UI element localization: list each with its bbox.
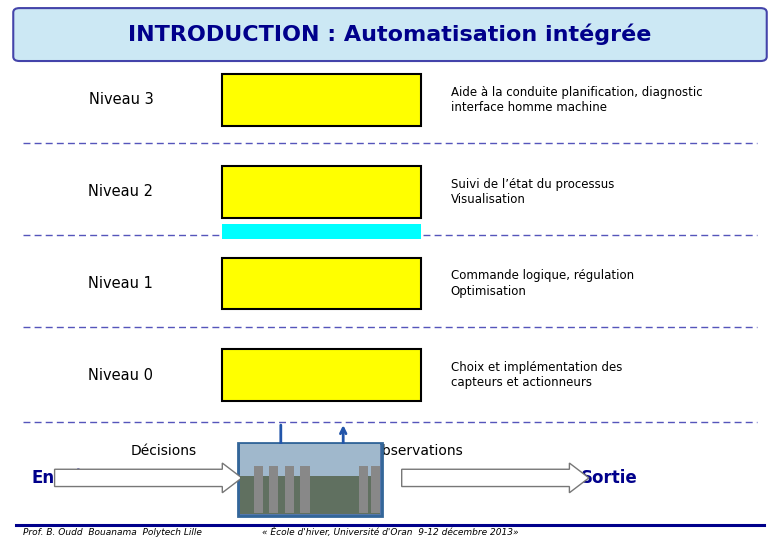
Text: Suivi de l’état du processus
Visualisation: Suivi de l’état du processus Visualisati… <box>451 178 614 206</box>
FancyBboxPatch shape <box>222 74 421 126</box>
Text: Regulation: Regulation <box>273 276 370 291</box>
FancyBboxPatch shape <box>240 444 380 476</box>
FancyBboxPatch shape <box>222 258 421 309</box>
Text: INTRODUCTION : Automatisation intégrée: INTRODUCTION : Automatisation intégrée <box>129 23 651 45</box>
FancyBboxPatch shape <box>370 465 380 513</box>
FancyBboxPatch shape <box>13 8 767 61</box>
Text: Prof. B. Oudd  Bouanama  Polytech Lille: Prof. B. Oudd Bouanama Polytech Lille <box>23 528 202 537</box>
Text: Supervision: Supervision <box>268 92 375 107</box>
FancyBboxPatch shape <box>222 224 421 239</box>
Text: Choix et implémentation des
capteurs et actionneurs: Choix et implémentation des capteurs et … <box>451 361 622 389</box>
FancyBboxPatch shape <box>254 465 263 513</box>
Text: Observations: Observations <box>371 444 463 458</box>
Text: Aide à la conduite planification, diagnostic
interface homme machine: Aide à la conduite planification, diagno… <box>451 86 703 114</box>
Text: Monitoring: Monitoring <box>272 184 371 199</box>
Text: Niveau 3: Niveau 3 <box>88 92 154 107</box>
FancyBboxPatch shape <box>285 465 294 513</box>
FancyBboxPatch shape <box>238 443 382 516</box>
FancyBboxPatch shape <box>240 476 380 514</box>
Text: Niveau 2: Niveau 2 <box>88 184 154 199</box>
Text: Sortie: Sortie <box>581 469 638 487</box>
FancyBboxPatch shape <box>222 166 421 218</box>
FancyBboxPatch shape <box>269 465 278 513</box>
Text: Commande logique, régulation
Optimisation: Commande logique, régulation Optimisatio… <box>451 269 634 298</box>
Text: Instrumentation: Instrumentation <box>248 368 395 383</box>
Text: « École d'hiver, Université d'Oran  9-12 décembre 2013»: « École d'hiver, Université d'Oran 9-12 … <box>262 528 518 537</box>
FancyBboxPatch shape <box>300 465 310 513</box>
FancyBboxPatch shape <box>222 349 421 401</box>
Text: Entrée: Entrée <box>31 469 94 487</box>
Text: Niveau 0: Niveau 0 <box>88 368 154 383</box>
Text: Décisions: Décisions <box>131 444 197 458</box>
Text: Niveau 1: Niveau 1 <box>88 276 154 291</box>
FancyBboxPatch shape <box>359 465 368 513</box>
FancyArrow shape <box>55 463 242 492</box>
FancyArrow shape <box>402 463 589 492</box>
